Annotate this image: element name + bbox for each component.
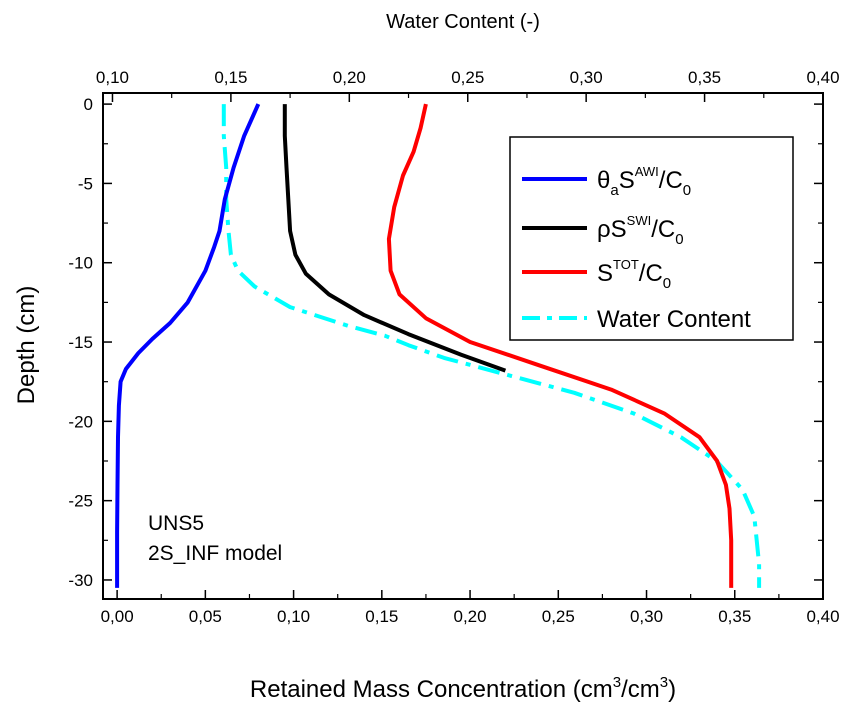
legend-label-0-sub2: 0 [683, 182, 691, 199]
legend-label-1-sub2: 0 [675, 231, 683, 248]
y-tick-label: -30 [68, 571, 93, 590]
legend-label-2-sub2: 0 [663, 275, 671, 292]
legend-box [509, 136, 794, 341]
bottom-axis-title: Retained Mass Concentration (cm3/cm3) [250, 674, 676, 703]
annotation-model: 2S_INF model [148, 542, 282, 565]
legend-label-1-sup: SWI [627, 213, 652, 228]
y-axis-title: Depth (cm) [13, 286, 40, 405]
legend-label-0-sub1: a [610, 182, 619, 199]
legend-label-2-after: /C [639, 260, 663, 287]
legend-label-3: Water Content [597, 306, 751, 333]
legend-label-0: θaSAWI/C0 [597, 164, 691, 199]
annotation-sample: UNS5 [148, 512, 204, 535]
x-tick-label: 0,40 [806, 607, 839, 626]
y-tick-label: -20 [68, 412, 93, 431]
x-title-sup2: 3 [660, 674, 668, 691]
x-tick-label: 0,25 [542, 607, 575, 626]
legend-label-2-mid: S [597, 260, 613, 287]
x-title-part2: /cm [621, 676, 660, 703]
x-tick-label: 0,15 [365, 607, 398, 626]
legend-label-2: STOT/C0 [597, 257, 671, 292]
y-tick-label: -5 [78, 174, 93, 193]
top-axis-title: Water Content (-) [386, 11, 540, 33]
y-tick-label: -15 [68, 333, 93, 352]
axes-layer: 0,00 0,05 0,10 0,15 0,20 0,25 0,30 0,35 0,40 0,10… [68, 68, 839, 626]
x2-tick-label: 0,20 [333, 68, 366, 87]
legend-label-1-mid: S [611, 216, 627, 243]
x-title-sup1: 3 [613, 674, 621, 691]
legend-label-0-base: θ [597, 167, 610, 194]
x-tick-label: 0,05 [189, 607, 222, 626]
legend-label-1: ρSSWI/C0 [597, 213, 684, 248]
series-line-3 [221, 104, 762, 588]
x2-tick-label: 0,10 [96, 68, 129, 87]
x-tick-label: 0,20 [454, 607, 487, 626]
legend-label-2-sup: TOT [613, 257, 639, 272]
plot-frame [102, 92, 824, 600]
series-line-2 [386, 103, 734, 588]
legend-label-0-after: /C [659, 167, 683, 194]
legend-label-0-mid: S [619, 167, 635, 194]
x-tick-label: 0,00 [101, 607, 134, 626]
y-tick-label: 0 [84, 95, 93, 114]
x2-tick-label: 0,35 [688, 68, 721, 87]
x-tick-label: 0,35 [718, 607, 751, 626]
legend-label-3-mid: Water Content [597, 306, 751, 333]
series-layer [115, 103, 762, 588]
x2-tick-label: 0,15 [214, 68, 247, 87]
legend-label-0-sup: AWI [635, 164, 659, 179]
x-tick-label: 0,30 [630, 607, 663, 626]
x2-tick-label: 0,40 [806, 68, 839, 87]
legend-label-1-base: ρ [597, 216, 611, 243]
y-tick-label: -25 [68, 492, 93, 511]
x2-tick-label: 0,25 [451, 68, 484, 87]
x2-tick-label: 0,30 [570, 68, 603, 87]
series-line-1 [282, 104, 507, 373]
x-tick-label: 0,10 [277, 607, 310, 626]
x-title-part1: Retained Mass Concentration (cm [250, 676, 613, 703]
x-title-part3: ) [668, 676, 676, 703]
y-tick-label: -10 [68, 254, 93, 273]
legend-label-1-after: /C [651, 216, 675, 243]
series-line-0 [115, 103, 261, 588]
